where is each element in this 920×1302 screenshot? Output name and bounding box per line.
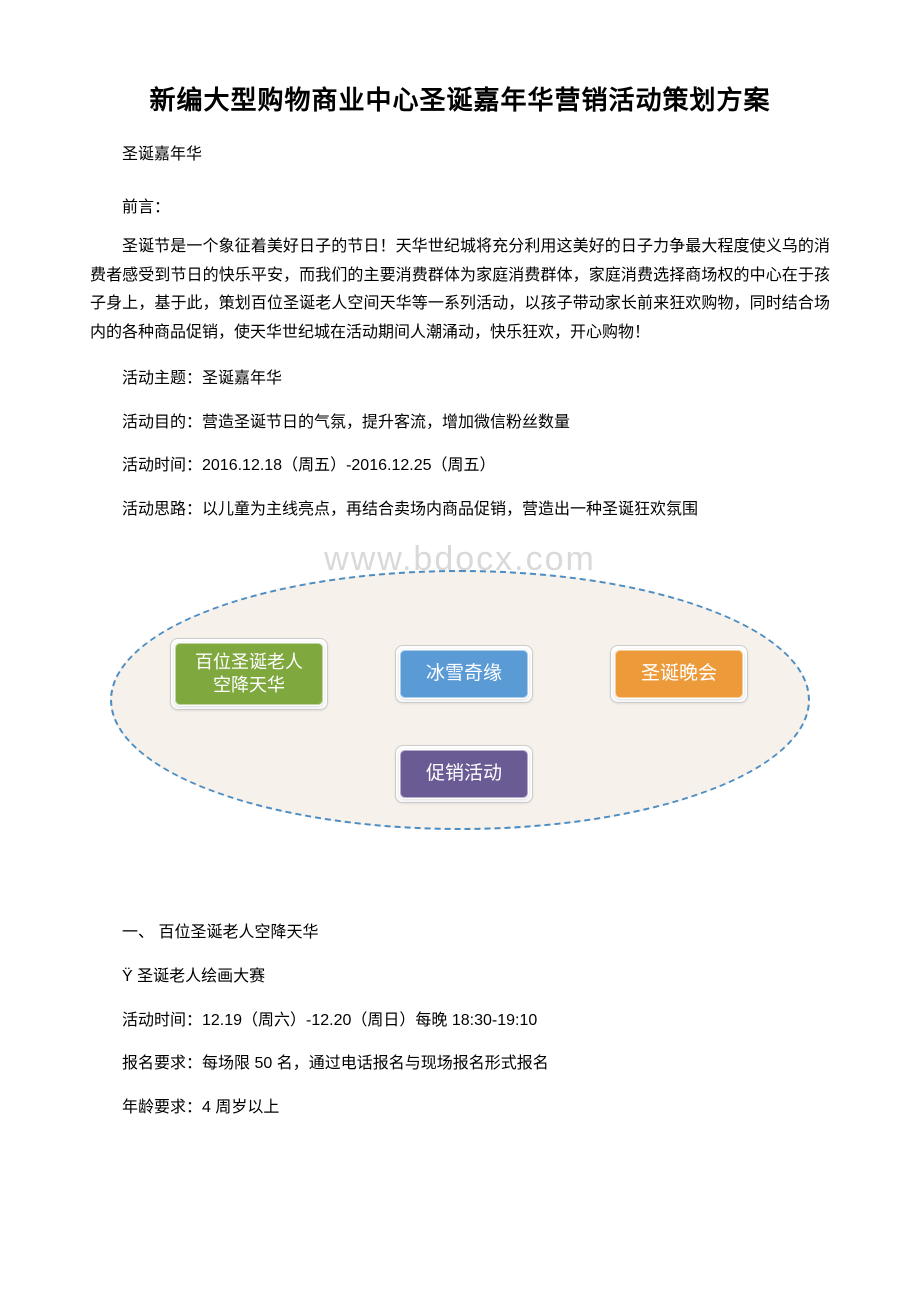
diagram-node-wrap: 百位圣诞老人空降天华: [170, 638, 328, 710]
subtitle: 圣诞嘉年华: [90, 142, 830, 168]
diagram-node-wrap: 冰雪奇缘: [395, 645, 533, 703]
section1-heading: 一、 百位圣诞老人空降天华: [90, 920, 830, 946]
diagram-container: www.bdocx.com 百位圣诞老人空降天华冰雪奇缘圣诞晚会促销活动: [110, 540, 810, 860]
diagram-node: 冰雪奇缘: [399, 649, 529, 699]
diagram-node: 促销活动: [399, 749, 529, 799]
page-title: 新编大型购物商业中心圣诞嘉年华营销活动策划方案: [90, 80, 830, 122]
diagram-node: 圣诞晚会: [614, 649, 744, 699]
section1-age: 年龄要求：4 周岁以上: [90, 1095, 830, 1121]
activity-theme: 活动主题：圣诞嘉年华: [90, 366, 830, 392]
preface-body: 圣诞节是一个象征着美好日子的节日！天华世纪城将充分利用这美好的日子力争最大程度使…: [90, 233, 830, 348]
section1-signup: 报名要求：每场限 50 名，通过电话报名与现场报名形式报名: [90, 1051, 830, 1077]
diagram-node-wrap: 圣诞晚会: [610, 645, 748, 703]
diagram-node-wrap: 促销活动: [395, 745, 533, 803]
activity-purpose: 活动目的：营造圣诞节日的气氛，提升客流，增加微信粉丝数量: [90, 410, 830, 436]
activity-idea: 活动思路：以儿童为主线亮点，再结合卖场内商品促销，营造出一种圣诞狂欢氛围: [90, 497, 830, 523]
activity-time: 活动时间：2016.12.18（周五）-2016.12.25（周五）: [90, 453, 830, 479]
diagram-node: 百位圣诞老人空降天华: [174, 642, 324, 706]
preface-label: 前言：: [90, 195, 830, 221]
section1-sub: Ÿ 圣诞老人绘画大赛: [90, 964, 830, 990]
section1-time: 活动时间：12.19（周六）-12.20（周日）每晚 18:30-19:10: [90, 1008, 830, 1034]
